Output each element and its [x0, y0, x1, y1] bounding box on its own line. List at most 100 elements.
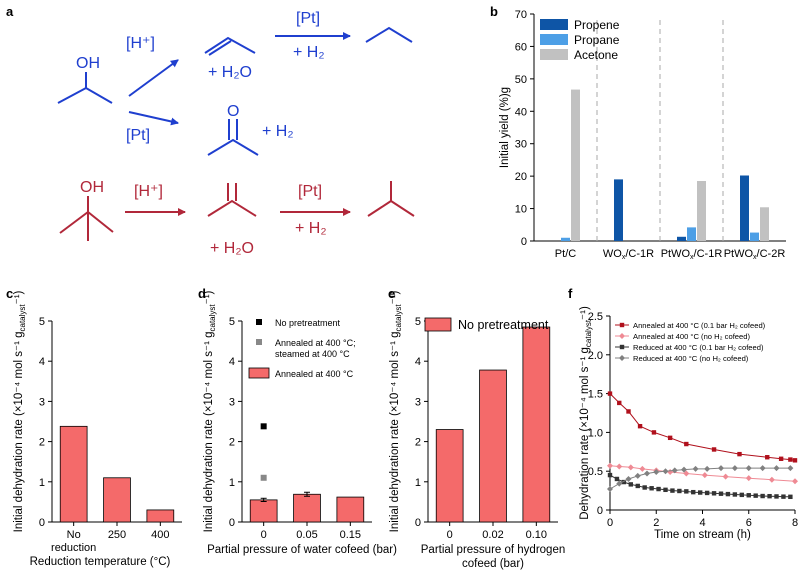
series-point	[788, 494, 793, 500]
y-tick-label: 3	[39, 396, 45, 408]
panel-label-e: e	[388, 286, 395, 301]
series-point	[628, 482, 634, 487]
x-tick-label: 250	[108, 529, 126, 541]
y-tick-label: 0	[597, 505, 603, 517]
series-point	[663, 487, 668, 493]
panel-label-b: b	[490, 4, 498, 19]
series-point	[681, 466, 687, 473]
series-point	[671, 467, 678, 474]
y-tick-label: 5	[39, 316, 45, 328]
series-point	[662, 468, 669, 475]
x-tick-label: PtWOx/C-2R	[724, 248, 786, 261]
chart-f: 0 0.5 1.0 1.5 2.0 2.5 0 2 4 6 8 Dehydration rate (×…	[579, 306, 798, 541]
series-point	[653, 468, 660, 475]
bar	[146, 509, 175, 523]
series-point	[778, 456, 784, 461]
series-point	[607, 472, 613, 478]
legend-label: Propane	[574, 33, 620, 47]
series-point	[626, 409, 631, 414]
series-point	[768, 476, 775, 483]
series-point	[607, 462, 613, 469]
y-tick-label: 1.0	[588, 427, 603, 439]
arrow-dehydrogenation	[128, 111, 179, 126]
series-point	[711, 491, 717, 496]
y-tick-label: 70	[515, 9, 527, 21]
bar	[760, 207, 769, 241]
isopropanol-molecule	[57, 72, 113, 104]
chart-e: 0 1 2 3 4 5 Initial dehydration rate (×10⁻⁴ mo…	[389, 290, 565, 570]
x-tick-label: No	[67, 529, 81, 541]
series-point	[616, 480, 623, 487]
pt-label-mid: [Pt]	[126, 127, 150, 144]
series-point	[746, 493, 751, 498]
legend-label: Acetone	[574, 48, 618, 62]
y-tick-label: 2	[39, 437, 45, 449]
legend-swatch	[248, 367, 270, 379]
series-point	[788, 457, 793, 462]
series-point	[739, 492, 745, 498]
propene-molecule	[204, 36, 256, 56]
legend-marker	[619, 355, 625, 361]
pt-label-bottom: [Pt]	[298, 183, 322, 200]
bar	[687, 227, 696, 241]
data-point	[260, 423, 267, 430]
series-point	[787, 465, 794, 472]
data-point	[260, 474, 267, 481]
series-point	[725, 491, 731, 497]
series-point	[745, 465, 752, 472]
plus-h2o-label-bottom: + H₂O	[210, 240, 254, 257]
y-tick-label: 1.5	[588, 389, 603, 401]
chart-b: 0 10 20 30 40 50 60 70 Initial yield (%)g Pt/C WOx…	[499, 9, 786, 261]
series-point	[767, 493, 772, 499]
x-axis-label: Partial pressure of water cofeed (bar)	[207, 544, 397, 556]
series-point	[651, 430, 657, 435]
legend-swatch	[540, 49, 568, 60]
series-point	[691, 489, 696, 495]
series-point	[773, 465, 780, 472]
arrow-dehydration-top	[128, 59, 179, 97]
x-axis-label: Partial pressure of hydrogen	[421, 544, 565, 556]
y-axis-label: Initial dehydration rate (×10⁻⁴ mol s⁻¹ …	[203, 290, 217, 532]
legend-marker	[619, 344, 625, 350]
y-tick-label: 5	[415, 316, 421, 328]
bar	[561, 237, 570, 241]
bar	[293, 493, 321, 523]
y-tick-label: 4	[39, 356, 45, 368]
series-point	[607, 486, 613, 493]
x-tick-label: Pt/C	[555, 248, 576, 260]
bar	[750, 232, 759, 241]
y-axis-label: Initial yield (%)g	[499, 87, 511, 168]
isobutane-molecule	[367, 181, 415, 217]
series-point	[718, 465, 724, 472]
y-tick-label: 0	[521, 236, 527, 248]
series-point	[634, 472, 641, 479]
bar	[522, 326, 551, 523]
legend-label: No pretreatment	[458, 318, 549, 332]
oh-label-top: OH	[76, 55, 100, 72]
series-point	[667, 468, 674, 475]
series-point	[667, 435, 673, 441]
bar	[571, 89, 580, 242]
bar	[59, 425, 88, 523]
series-point	[701, 472, 708, 479]
series-point	[621, 479, 627, 485]
bar	[697, 181, 706, 241]
acetone-molecule	[207, 119, 259, 156]
series-line	[609, 393, 796, 461]
series-point	[737, 451, 742, 457]
y-tick-label: 50	[515, 74, 527, 86]
isobutene-molecule	[207, 183, 257, 217]
legend-label: Annealed at 400 °C (no H₂ cofeed)	[633, 332, 750, 341]
o-label: O	[227, 103, 239, 120]
series-point	[677, 488, 682, 494]
series-point	[745, 475, 752, 482]
legend-label: Propene	[574, 18, 620, 32]
bar	[103, 477, 131, 523]
series-point	[684, 489, 689, 494]
x-tick-label: 0.15	[340, 529, 361, 541]
y-tick-label: 1	[229, 477, 235, 489]
series-point	[711, 447, 717, 452]
plus-h2o-label-top: + H₂O	[208, 64, 252, 81]
legend-label: Reduced at 400 °C (0.1 bar H₂ cofeed)	[633, 343, 764, 352]
tert-butanol-molecule	[59, 196, 114, 241]
